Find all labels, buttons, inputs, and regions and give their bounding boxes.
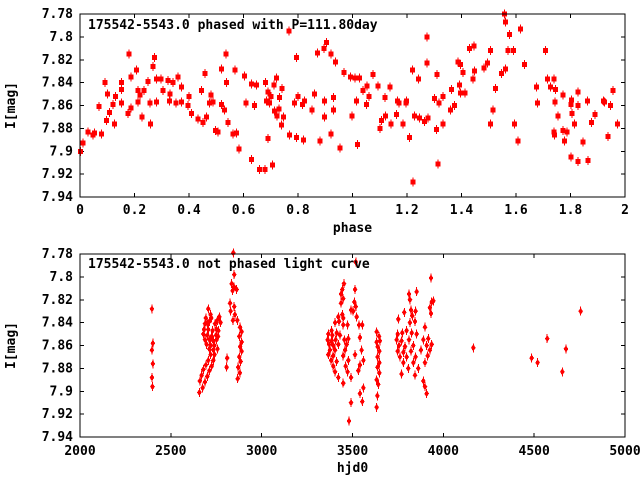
unphased-light-curve-plot: 2000 2500 3000 3500 4000 4500 50007.787.87.827… [4,247,640,476]
x-tick-label: 2 [621,203,629,218]
x-axis-label: hjd0 [337,461,368,476]
x-tick-label: 0.2 [123,203,146,218]
y-tick-label: 7.9 [50,144,73,159]
plot-title: 175542-5543.0 not phased light curve [88,257,370,272]
x-tick-label: 4500 [519,444,550,459]
x-tick-label: 1.8 [559,203,583,218]
y-axis-label: I[mag] [4,322,19,369]
x-tick-label: 1 [349,203,357,218]
x-tick-label: 2500 [155,444,186,459]
x-axis-label: phase [333,221,372,236]
y-axis-ticks: 7.78 7.8 7.82 7.84 7.86 7.88 7.9 7.92 7.94 [42,247,625,445]
x-tick-label: 1.6 [504,203,528,218]
x-tick-label: 1.4 [450,203,474,218]
y-tick-label: 7.92 [42,167,73,182]
x-tick-label: 0.6 [232,203,256,218]
plot-border [79,13,626,198]
y-tick-label: 7.78 [42,7,73,22]
x-axis-ticks: 0 0.2 0.4 0.6 0.8 1 1.2 1.4 1.6 1.8 2 [76,14,629,218]
y-tick-label: 7.78 [42,247,73,262]
x-tick-label: 0.4 [177,203,201,218]
y-tick-label: 7.94 [42,190,73,205]
x-tick-label: 0 [76,203,84,218]
data-points [78,9,620,187]
y-tick-label: 7.8 [50,270,74,285]
y-tick-label: 7.8 [50,30,74,45]
y-axis-ticks: 7.78 7.8 7.82 7.84 7.86 7.88 7.9 7.92 7.94 [42,7,625,205]
x-tick-label: 5000 [609,444,640,459]
y-tick-label: 7.9 [50,384,73,399]
y-axis-label: I[mag] [4,82,19,129]
x-tick-label: 3000 [246,444,277,459]
plot-border [79,253,626,438]
y-tick-label: 7.82 [42,293,73,308]
plot-title: 175542-5543.0 phased with P=111.80day [88,18,378,33]
x-tick-label: 0.8 [286,203,310,218]
x-tick-label: 2000 [64,444,95,459]
y-tick-label: 7.86 [42,339,73,354]
y-tick-label: 7.88 [42,121,73,136]
x-tick-label: 3500 [337,444,368,459]
phased-light-curve-plot: 0 0.2 0.4 0.6 0.8 1 1.2 1.4 1.6 1.8 27.787.87.827.… [4,7,629,236]
y-tick-label: 7.84 [42,316,73,331]
y-tick-label: 7.92 [42,407,73,422]
x-tick-label: 4000 [428,444,459,459]
data-points [149,248,584,426]
y-tick-label: 7.82 [42,53,73,68]
y-tick-label: 7.86 [42,99,73,114]
x-tick-label: 1.2 [395,203,418,218]
x-axis-ticks: 2000 2500 3000 3500 4000 4500 5000 [64,254,640,459]
y-tick-label: 7.88 [42,361,73,376]
y-tick-label: 7.84 [42,76,73,91]
y-tick-label: 7.94 [42,430,73,445]
